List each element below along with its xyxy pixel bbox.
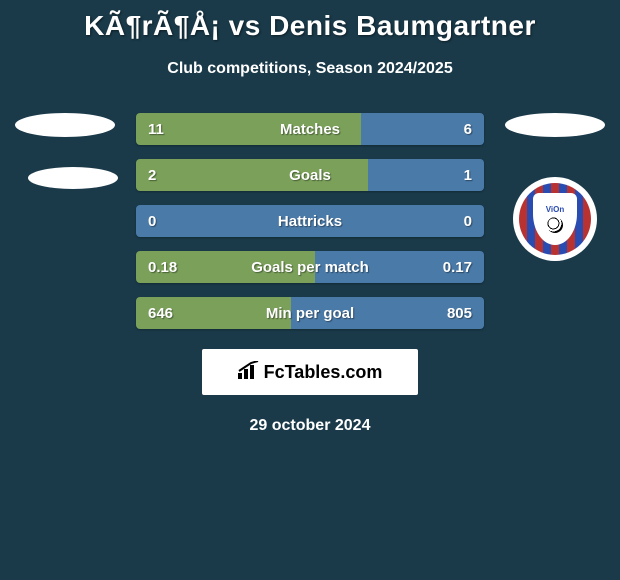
player-photo-placeholder	[15, 113, 115, 137]
club-name: ViOn	[546, 205, 565, 214]
right-player-badges: ViOn	[500, 113, 610, 261]
page-title: KÃ¶rÃ¶Å¡ vs Denis Baumgartner	[0, 10, 620, 42]
stat-label: Hattricks	[136, 213, 484, 230]
chart-icon	[238, 361, 260, 384]
club-badge-stripes: ViOn	[519, 183, 591, 255]
stat-row: 646Min per goal805	[136, 297, 484, 329]
left-player-badges	[10, 113, 120, 219]
soccer-ball-icon	[547, 217, 563, 233]
comparison-infographic: KÃ¶rÃ¶Å¡ vs Denis Baumgartner Club compe…	[0, 0, 620, 435]
subtitle: Club competitions, Season 2024/2025	[0, 60, 620, 78]
stat-value-right: 0.17	[443, 259, 472, 276]
stat-value-right: 805	[447, 305, 472, 322]
stat-label: Min per goal	[136, 305, 484, 322]
stat-label: Goals per match	[136, 259, 484, 276]
stat-value-right: 1	[464, 167, 472, 184]
stat-row: 0Hattricks0	[136, 205, 484, 237]
stat-value-right: 0	[464, 213, 472, 230]
date: 29 october 2024	[0, 417, 620, 435]
stats-table: 11Matches6 2Goals1 0Hattricks0 0.18Goals pe…	[136, 113, 484, 329]
branding: FcTables.com	[238, 361, 383, 384]
stat-row: 0.18Goals per match0.17	[136, 251, 484, 283]
stat-value-right: 6	[464, 121, 472, 138]
comparison-area: ViOn 11Matches6 2Goals1 0Hattricks0 0.18Goa…	[0, 113, 620, 329]
stat-label: Matches	[136, 121, 484, 138]
stat-row: 2Goals1	[136, 159, 484, 191]
branding-text: FcTables.com	[264, 362, 383, 383]
branding-box: FcTables.com	[202, 349, 418, 395]
club-shield: ViOn	[533, 193, 577, 245]
stat-label: Goals	[136, 167, 484, 184]
stat-row: 11Matches6	[136, 113, 484, 145]
club-badge: ViOn	[513, 177, 597, 261]
player-photo-placeholder	[505, 113, 605, 137]
club-badge-placeholder	[28, 167, 118, 189]
